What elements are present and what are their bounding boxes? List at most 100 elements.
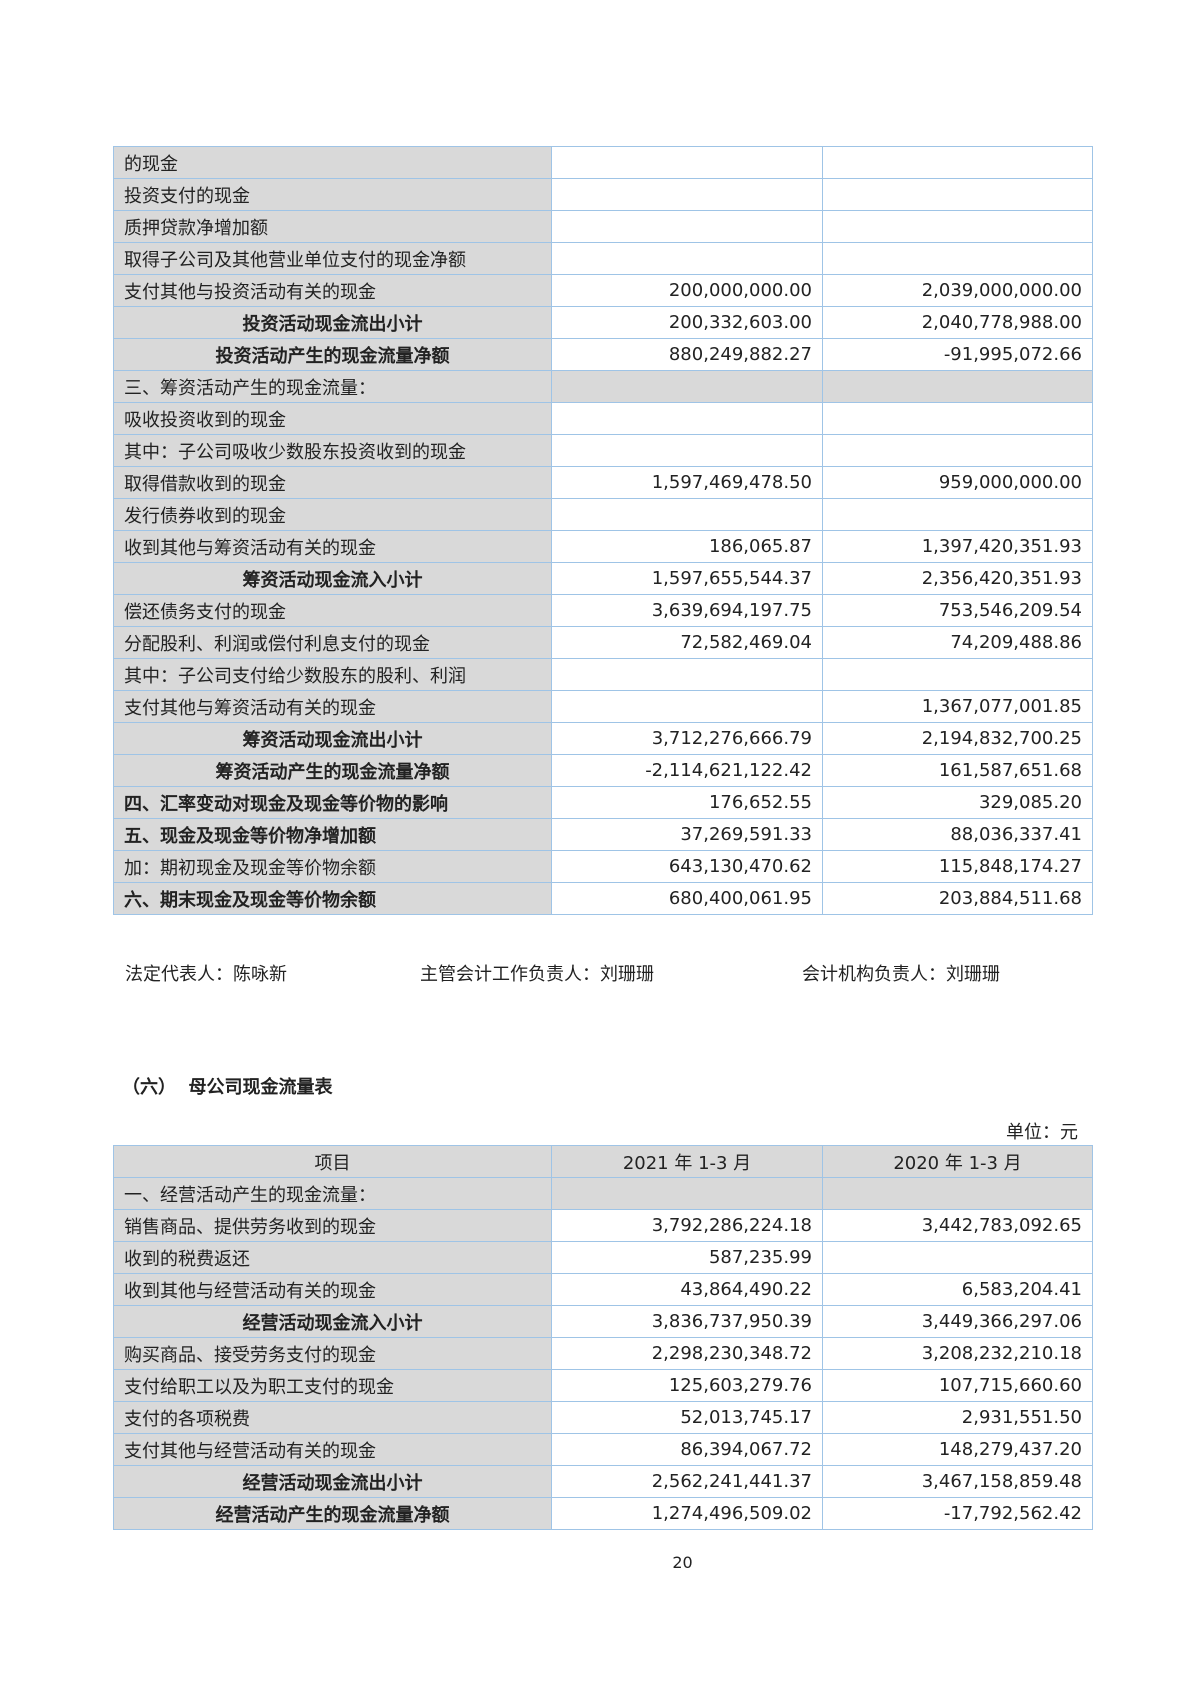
table-row: 的现金 (113, 146, 1093, 179)
value-current: 3,639,694,197.75 (551, 594, 823, 627)
value-prior (822, 146, 1093, 179)
value-prior: 148,279,437.20 (822, 1433, 1093, 1466)
value-prior: 203,884,511.68 (822, 882, 1093, 915)
table-row: 质押贷款净增加额 (113, 210, 1093, 243)
row-label: 收到其他与筹资活动有关的现金 (113, 530, 552, 563)
row-label: 筹资活动产生的现金流量净额 (113, 754, 552, 787)
row-label: 支付其他与筹资活动有关的现金 (113, 690, 552, 723)
value-current (551, 178, 823, 211)
row-label: 一、经营活动产生的现金流量： (113, 1177, 552, 1210)
value-prior: 959,000,000.00 (822, 466, 1093, 499)
value-prior (822, 242, 1093, 275)
value-current: 2,298,230,348.72 (551, 1337, 823, 1370)
value-prior: 3,449,366,297.06 (822, 1305, 1093, 1338)
header-2020: 2020 年 1-3 月 (822, 1145, 1093, 1178)
value-current: 125,603,279.76 (551, 1369, 823, 1402)
row-label: 吸收投资收到的现金 (113, 402, 552, 435)
value-prior (822, 402, 1093, 435)
table-row: 支付其他与投资活动有关的现金 200,000,000.00 2,039,000,00… (113, 274, 1093, 307)
value-current (551, 210, 823, 243)
value-prior: 6,583,204.41 (822, 1273, 1093, 1306)
subtotal-row: 投资活动产生的现金流量净额 880,249,882.27 -91,995,072.6… (113, 338, 1093, 371)
value-current: 2,562,241,441.37 (551, 1465, 823, 1498)
subtotal-row: 经营活动现金流入小计 3,836,737,950.39 3,449,366,297.… (113, 1305, 1093, 1338)
row-label: 筹资活动现金流出小计 (113, 722, 552, 755)
value-prior: 88,036,337.41 (822, 818, 1093, 851)
section-row: 三、筹资活动产生的现金流量： (113, 370, 1093, 403)
table-row: 六、期末现金及现金等价物余额 680,400,061.95 203,884,511.… (113, 882, 1093, 915)
row-label: 取得子公司及其他营业单位支付的现金净额 (113, 242, 552, 275)
value-current: 186,065.87 (551, 530, 823, 563)
table-row: 取得借款收到的现金 1,597,469,478.50 959,000,000.00 (113, 466, 1093, 499)
value-prior (822, 1241, 1093, 1274)
accounting-head: 主管会计工作负责人：刘珊珊 (420, 964, 654, 985)
value-prior: 2,040,778,988.00 (822, 306, 1093, 339)
row-label: 投资活动产生的现金流量净额 (113, 338, 552, 371)
value-current: 3,836,737,950.39 (551, 1305, 823, 1338)
subtotal-row: 经营活动现金流出小计 2,562,241,441.37 3,467,158,859.… (113, 1465, 1093, 1498)
subtotal-row: 筹资活动现金流出小计 3,712,276,666.79 2,194,832,700.… (113, 722, 1093, 755)
row-label: 五、现金及现金等价物净增加额 (113, 818, 552, 851)
value-current: 680,400,061.95 (551, 882, 823, 915)
value-current: 52,013,745.17 (551, 1401, 823, 1434)
value-prior (822, 498, 1093, 531)
value-current: 200,332,603.00 (551, 306, 823, 339)
row-label: 加：期初现金及现金等价物余额 (113, 850, 552, 883)
value-prior (822, 210, 1093, 243)
row-label: 质押贷款净增加额 (113, 210, 552, 243)
header-2021: 2021 年 1-3 月 (551, 1145, 823, 1178)
value-prior: 753,546,209.54 (822, 594, 1093, 627)
table-row: 投资支付的现金 (113, 178, 1093, 211)
value-current: 1,274,496,509.02 (551, 1497, 823, 1530)
table-row: 支付给职工以及为职工支付的现金 125,603,279.76 107,715,660… (113, 1369, 1093, 1402)
value-current (551, 146, 823, 179)
table-row: 收到其他与筹资活动有关的现金 186,065.87 1,397,420,351.93 (113, 530, 1093, 563)
value-current: 587,235.99 (551, 1241, 823, 1274)
table-row: 支付其他与经营活动有关的现金 86,394,067.72 148,279,437.2… (113, 1433, 1093, 1466)
value-current (551, 242, 823, 275)
value-prior: 1,397,420,351.93 (822, 530, 1093, 563)
row-label: 偿还债务支付的现金 (113, 594, 552, 627)
section-row: 一、经营活动产生的现金流量： (113, 1177, 1093, 1210)
row-label: 收到的税费返还 (113, 1241, 552, 1274)
value-prior: 2,356,420,351.93 (822, 562, 1093, 595)
page-number: 20 (672, 1553, 693, 1572)
table-row: 偿还债务支付的现金 3,639,694,197.75 753,546,209.54 (113, 594, 1093, 627)
table-row: 收到其他与经营活动有关的现金 43,864,490.22 6,583,204.41 (113, 1273, 1093, 1306)
row-label: 经营活动现金流出小计 (113, 1465, 552, 1498)
value-prior: 74,209,488.86 (822, 626, 1093, 659)
row-label: 支付其他与经营活动有关的现金 (113, 1433, 552, 1466)
table-row: 五、现金及现金等价物净增加额 37,269,591.33 88,036,337.41 (113, 818, 1093, 851)
value-prior: -17,792,562.42 (822, 1497, 1093, 1530)
table-row: 销售商品、提供劳务收到的现金 3,792,286,224.18 3,442,783,… (113, 1209, 1093, 1242)
value-current: 43,864,490.22 (551, 1273, 823, 1306)
value-current: 1,597,469,478.50 (551, 466, 823, 499)
row-label: 支付的各项税费 (113, 1401, 552, 1434)
row-label: 其中：子公司支付给少数股东的股利、利润 (113, 658, 552, 691)
subtotal-row: 经营活动产生的现金流量净额 1,274,496,509.02 -17,792,562… (113, 1497, 1093, 1530)
row-label: 支付给职工以及为职工支付的现金 (113, 1369, 552, 1402)
row-label: 支付其他与投资活动有关的现金 (113, 274, 552, 307)
value-prior: 3,208,232,210.18 (822, 1337, 1093, 1370)
value-current: 3,712,276,666.79 (551, 722, 823, 755)
table-row: 收到的税费返还 587,235.99 (113, 1241, 1093, 1274)
value-prior: 3,442,783,092.65 (822, 1209, 1093, 1242)
row-label: 六、期末现金及现金等价物余额 (113, 882, 552, 915)
row-label: 投资支付的现金 (113, 178, 552, 211)
table-header-row: 项目 2021 年 1-3 月 2020 年 1-3 月 (113, 1145, 1093, 1178)
table-row: 吸收投资收到的现金 (113, 402, 1093, 435)
row-label: 三、筹资活动产生的现金流量： (113, 370, 552, 403)
table-row: 其中：子公司吸收少数股东投资收到的现金 (113, 434, 1093, 467)
table-row: 其中：子公司支付给少数股东的股利、利润 (113, 658, 1093, 691)
accounting-org-head: 会计机构负责人：刘珊珊 (802, 964, 1000, 985)
table-row: 四、汇率变动对现金及现金等价物的影响 176,652.55 329,085.20 (113, 786, 1093, 819)
row-label: 销售商品、提供劳务收到的现金 (113, 1209, 552, 1242)
table-row: 支付的各项税费 52,013,745.17 2,931,551.50 (113, 1401, 1093, 1434)
value-prior (822, 434, 1093, 467)
value-prior: 329,085.20 (822, 786, 1093, 819)
value-prior: 2,931,551.50 (822, 1401, 1093, 1434)
value-prior: 3,467,158,859.48 (822, 1465, 1093, 1498)
value-current: 880,249,882.27 (551, 338, 823, 371)
parent-cash-flow-table: 项目 2021 年 1-3 月 2020 年 1-3 月 一、经营活动产生的现金… (113, 1145, 1093, 1530)
value-current (551, 658, 823, 691)
